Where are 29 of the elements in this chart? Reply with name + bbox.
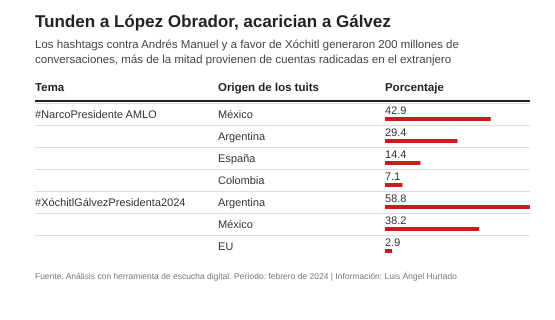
data-label: 38.2	[385, 215, 406, 227]
bar	[385, 183, 403, 187]
y-tick-label: EU	[218, 241, 234, 253]
y-tick-label: México	[218, 109, 253, 121]
source-note: Fuente: Análisis con herramienta de escucha digital. Período: febrero de 2024 | Información: Luis Ángel Hurtado	[35, 270, 458, 282]
text: Porcentaje	[385, 82, 444, 94]
data-label: 2.9	[385, 237, 400, 249]
data-label: 42.9	[385, 105, 406, 117]
y-tick-label: Argentina	[218, 131, 266, 143]
y-tick-label: Argentina	[218, 197, 266, 209]
bar	[385, 161, 421, 165]
data-label: 14.4	[385, 149, 406, 161]
bar	[385, 205, 530, 209]
text: Tema	[35, 82, 64, 94]
text: Los hashtags contra Andrés Manuel y a favor de Xóchitl generaron 200 millones de conversaciones, más de la mitad provienen de cuentas radicadas en el extranjero	[35, 38, 460, 68]
bar	[385, 227, 480, 231]
text: Tunden a López Obrador, acarician a Gálvez	[35, 11, 392, 32]
bar	[385, 139, 458, 143]
y-tick-label: España	[218, 153, 256, 165]
bar	[385, 249, 392, 253]
text: #NarcoPresidente AMLO	[35, 109, 158, 121]
data-label: 7.1	[385, 171, 400, 183]
y-tick-label: Colombia	[218, 175, 266, 187]
bar	[385, 117, 491, 121]
data-label: 58.8	[385, 193, 406, 205]
y-tick-label: México	[218, 219, 253, 231]
data-label: 29.4	[385, 127, 406, 139]
text: Origen de los tuits	[218, 82, 319, 94]
text: #XóchitlGálvezPresidenta2024	[35, 197, 186, 209]
